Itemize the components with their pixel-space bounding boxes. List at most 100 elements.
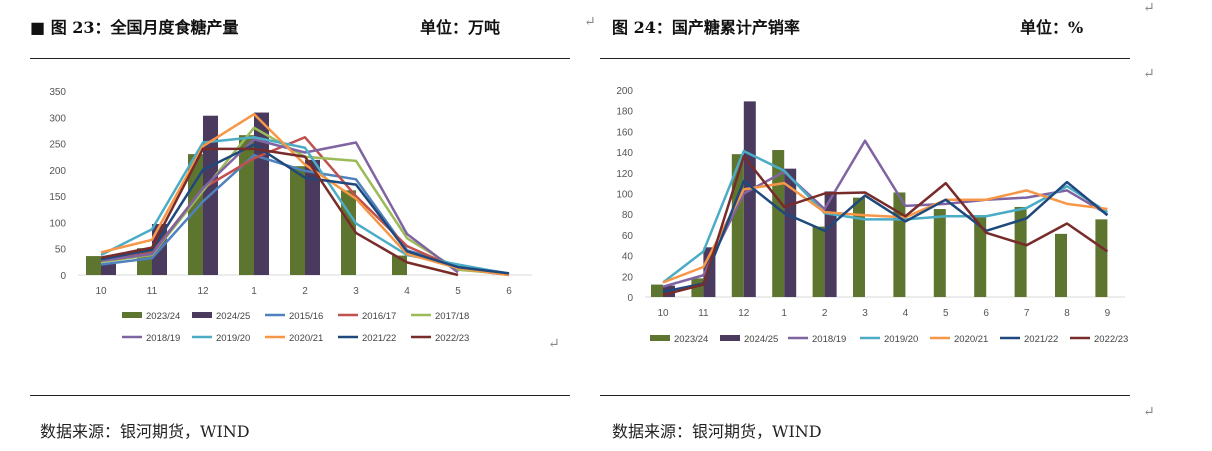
y-tick-label: 300	[49, 113, 66, 124]
y-tick-label: 200	[49, 166, 66, 177]
legend-label: 2019/20	[884, 334, 918, 345]
legend-label: 2021/22	[362, 333, 396, 344]
right-bottom-divider	[600, 395, 1130, 396]
x-tick-label: 3	[353, 286, 359, 297]
y-tick-label: 80	[622, 210, 634, 221]
return-mark-icon: ↵	[1143, 0, 1155, 16]
left-bottom-divider	[30, 395, 570, 396]
bar-2024/25	[305, 159, 320, 275]
x-tick-label: 12	[738, 308, 750, 319]
bar-2023/24	[239, 135, 254, 275]
y-tick-label: 0	[60, 271, 66, 282]
return-mark-icon: ↵	[584, 14, 596, 30]
bar-2023/24	[86, 256, 101, 275]
right-chart-title: 图 24：国产糖累计产销率	[612, 18, 800, 37]
legend-swatch	[720, 335, 740, 341]
line-2018/19	[662, 139, 1109, 288]
bar-2023/24	[1055, 233, 1067, 297]
line-2021/22	[662, 179, 1109, 294]
x-tick-label: 11	[698, 308, 709, 319]
y-tick-label: 20	[622, 272, 634, 283]
bar-2023/24	[1014, 206, 1027, 297]
y-tick-label: 120	[616, 169, 633, 180]
x-tick-label: 1	[781, 308, 787, 319]
bar-2023/24	[974, 216, 987, 297]
left-chart-title: ■ 图 23：全国月度食糖产量	[30, 18, 239, 37]
x-tick-label: 10	[95, 286, 107, 297]
x-tick-label: 7	[1024, 308, 1030, 319]
x-tick-label: 3	[862, 308, 868, 319]
return-mark-icon: ↵	[1143, 404, 1155, 420]
line-2019/20	[662, 149, 1109, 284]
x-tick-label: 4	[404, 286, 410, 297]
legend-label: 2024/25	[744, 334, 778, 345]
legend-label: 2023/24	[674, 334, 708, 345]
legend-label: 2020/21	[954, 334, 988, 345]
bar-2023/24	[893, 192, 906, 297]
x-tick-label: 11	[147, 286, 158, 297]
left-source: 数据来源：银河期货，WIND	[40, 422, 250, 441]
y-tick-label: 250	[49, 140, 66, 151]
bar-2024/25	[743, 101, 756, 297]
line-2022/23	[662, 154, 1109, 297]
legend-label: 2020/21	[289, 333, 323, 344]
left-unit-label: 单位：万吨	[420, 18, 501, 37]
x-tick-label: 10	[657, 308, 669, 319]
legend-swatch	[192, 312, 212, 318]
line-2020/21	[100, 112, 510, 277]
bar-2023/24	[812, 226, 825, 297]
right-top-divider	[600, 58, 1130, 59]
left-top-divider	[30, 58, 570, 59]
bar-2024/25	[784, 168, 797, 297]
legend-label: 2016/17	[362, 311, 396, 322]
legend-label: 2015/16	[289, 311, 323, 322]
legend-label: 2021/22	[1024, 334, 1058, 345]
legend-label: 2022/23	[435, 333, 469, 344]
bar-2024/25	[824, 191, 837, 297]
return-mark-icon: ↵	[1143, 66, 1155, 82]
y-tick-label: 140	[616, 148, 633, 159]
bar-2023/24	[188, 154, 203, 275]
legend-label: 2019/20	[216, 333, 250, 344]
right-unit-label: 单位：%	[1020, 18, 1084, 37]
x-tick-label: 6	[506, 286, 512, 297]
bar-2023/24	[933, 209, 946, 297]
legend-label: 2017/18	[435, 311, 469, 322]
x-tick-label: 8	[1064, 308, 1070, 319]
y-tick-label: 40	[622, 252, 634, 263]
legend-label: 2023/24	[146, 311, 180, 322]
bar-2023/24	[290, 166, 305, 275]
y-tick-label: 0	[627, 293, 633, 304]
line-2021/22	[100, 143, 510, 275]
y-tick-label: 160	[616, 127, 633, 138]
legend-label: 2018/19	[146, 333, 180, 344]
y-tick-label: 60	[622, 231, 634, 242]
x-tick-label: 5	[943, 308, 949, 319]
y-tick-label: 180	[616, 107, 633, 118]
legend-swatch	[122, 312, 142, 318]
x-tick-label: 6	[983, 308, 989, 319]
line-2022/23	[100, 147, 459, 277]
bar-2024/25	[101, 263, 116, 275]
x-tick-label: 1	[251, 286, 257, 297]
y-tick-label: 100	[616, 190, 633, 201]
x-tick-label: 12	[197, 286, 209, 297]
y-tick-label: 100	[49, 218, 66, 229]
bar-2023/24	[772, 150, 785, 297]
x-tick-label: 5	[455, 286, 461, 297]
return-mark-icon: ↵	[548, 336, 560, 352]
x-tick-label: 9	[1105, 308, 1111, 319]
bar-2023/24	[1095, 219, 1108, 297]
legend-label: 2022/23	[1094, 334, 1128, 345]
bar-2023/24	[651, 284, 663, 297]
x-tick-label: 4	[903, 308, 909, 319]
y-tick-label: 200	[616, 86, 633, 97]
y-tick-label: 350	[49, 87, 66, 98]
x-tick-label: 2	[302, 286, 308, 297]
y-tick-label: 150	[49, 192, 66, 203]
right-source: 数据来源：银河期货，WIND	[612, 422, 822, 441]
legend-label: 2024/25	[216, 311, 250, 322]
